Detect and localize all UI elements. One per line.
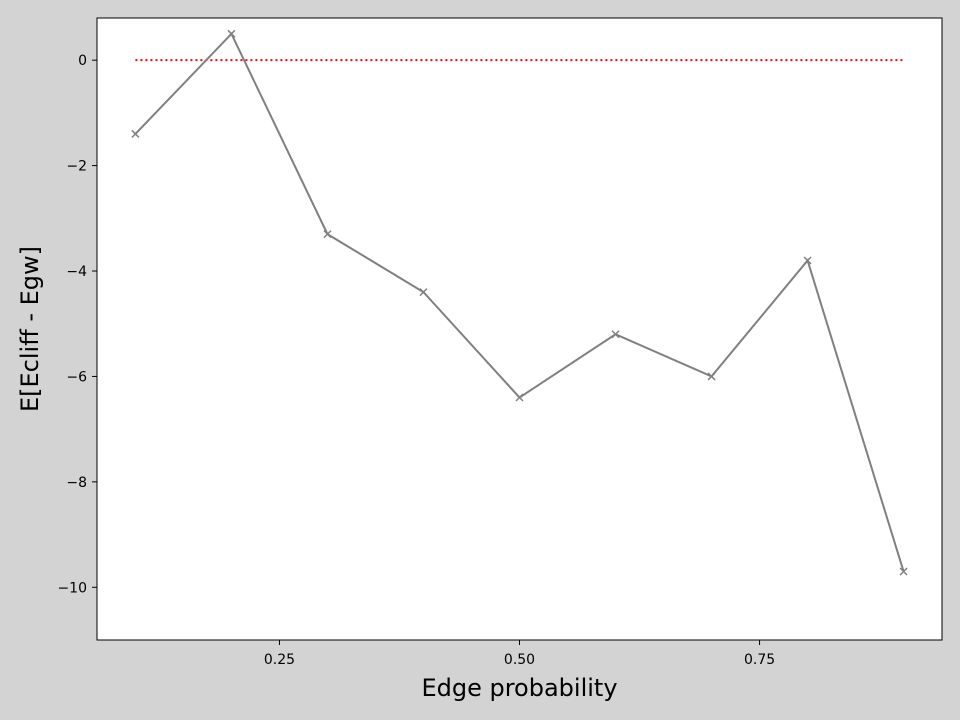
series-layer [131, 29, 908, 576]
y-tick-label: −4 [66, 264, 87, 280]
plot-area [96, 17, 943, 641]
data-point-marker [515, 393, 524, 402]
data-point-marker [803, 256, 812, 265]
data-point-marker [419, 288, 428, 297]
y-axis-label: E[Ecliff - Egw] [16, 246, 44, 412]
y-tick-label: −2 [66, 159, 87, 175]
x-axis: 0.25 0.50 0.75 [264, 640, 775, 668]
y-tick-label: 0 [78, 53, 87, 69]
data-point-marker [323, 230, 332, 239]
data-point-marker [899, 567, 908, 576]
x-tick-label: 0.50 [504, 652, 535, 668]
y-axis: 0 −2 −4 −6 −8 −10 [57, 53, 97, 596]
y-tick-label: −6 [66, 369, 87, 385]
data-point-marker [131, 129, 140, 138]
x-tick-label: 0.25 [264, 652, 295, 668]
data-point-marker [707, 372, 716, 381]
y-tick-label: −8 [66, 475, 87, 491]
data-point-marker [611, 330, 620, 339]
x-tick-label: 0.75 [744, 652, 775, 668]
y-tick-label: −10 [57, 580, 87, 596]
data-point-marker [227, 29, 236, 38]
x-axis-label: Edge probability [421, 674, 617, 702]
